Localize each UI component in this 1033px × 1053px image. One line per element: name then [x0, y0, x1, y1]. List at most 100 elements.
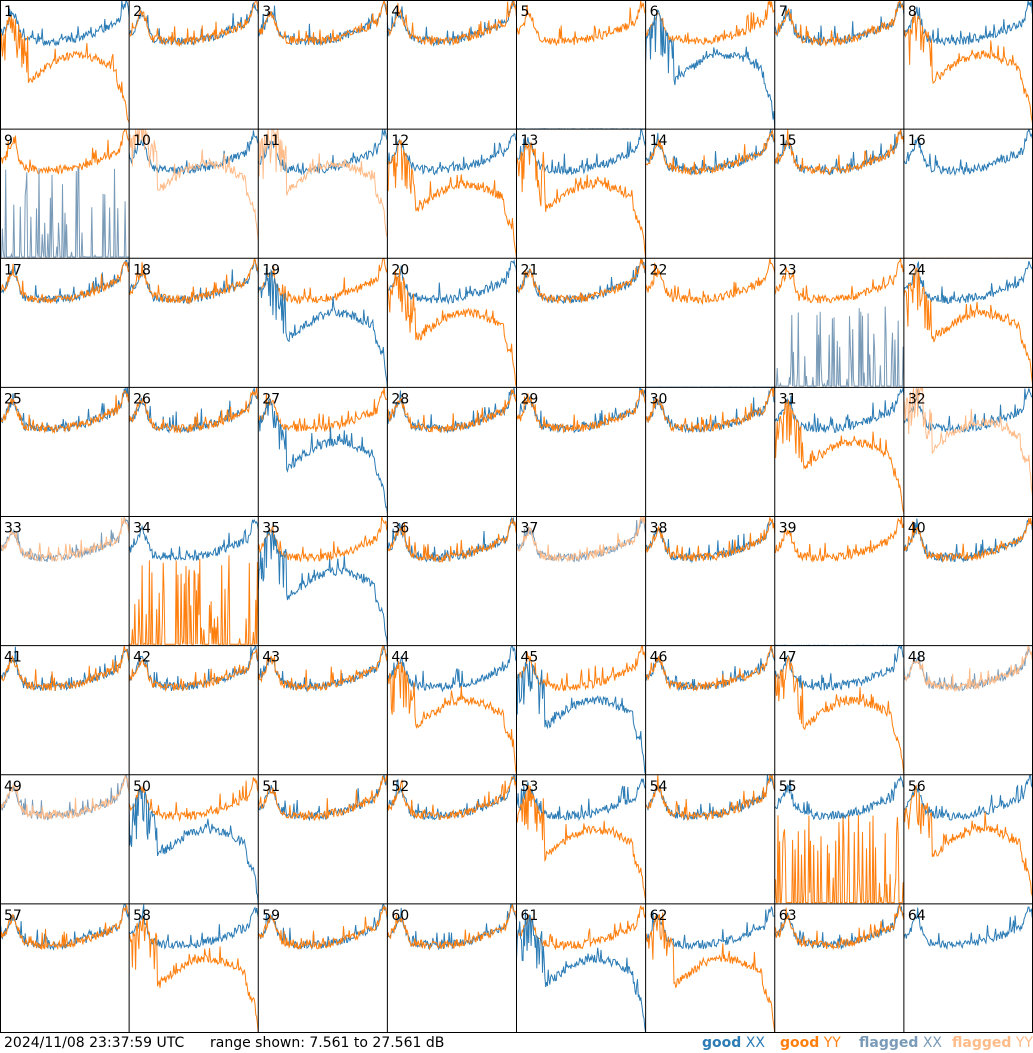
panel-4-label: 4: [391, 4, 400, 20]
panel-3-yy-line: [258, 0, 388, 46]
panel-31-yy-line: [774, 397, 904, 514]
panel-20-xx-line: [387, 259, 517, 305]
panel-42-yy-line: [129, 648, 259, 692]
panel-10: [129, 129, 259, 242]
legend-good-xx: good XX: [702, 1035, 765, 1051]
panel-51: [258, 774, 388, 822]
panel-36: [387, 516, 517, 563]
panel-5-yy-line: [516, 0, 646, 47]
panel-38-yy-line: [645, 517, 775, 562]
panel-31-label: 31: [779, 391, 797, 407]
panel-28-label: 28: [391, 391, 409, 407]
panel-28-yy-line: [387, 388, 517, 434]
panel-21-label: 21: [521, 262, 539, 278]
panel-2-label: 2: [133, 4, 142, 20]
panel-15-label: 15: [779, 133, 797, 149]
panel-27: [258, 387, 388, 514]
legend-good-yy-word: good: [780, 1035, 820, 1051]
panel-52-label: 52: [391, 779, 409, 795]
panel-54: [645, 774, 775, 822]
panel-55-xx-line: [774, 774, 904, 821]
panel-29-label: 29: [521, 391, 539, 407]
panel-24-yy-line: [903, 267, 1033, 388]
panel-25-label: 25: [4, 391, 22, 407]
panel-63-yy-line: [774, 903, 904, 951]
panel-9-xx-line: [0, 167, 130, 258]
panel-59-yy-line: [258, 904, 388, 950]
panel-50: [129, 777, 259, 904]
panel-12: [387, 132, 517, 259]
panel-21: [516, 258, 646, 305]
legend-flagged-xx: flagged XX: [859, 1035, 942, 1051]
panel-32-label: 32: [908, 391, 926, 407]
panel-49-label: 49: [4, 779, 22, 795]
panel-63-label: 63: [779, 908, 797, 924]
panel-37-label: 37: [521, 521, 539, 537]
panel-36-label: 36: [391, 521, 409, 537]
panel-9-yy-line: [0, 129, 130, 175]
panel-9-label: 9: [4, 133, 13, 149]
panel-19-yy-line: [258, 258, 388, 305]
panel-53-yy-line: [516, 784, 646, 901]
panel-50-label: 50: [133, 779, 151, 795]
panel-48-yy-line: [903, 645, 1033, 693]
range-label: range shown: 7.561 to 27.561 dB: [210, 1035, 445, 1051]
panel-4-yy-line: [387, 0, 517, 46]
panel-45: [516, 645, 646, 775]
panel-5-label: 5: [521, 4, 530, 20]
panel-30-yy-line: [645, 387, 775, 433]
panel-18-label: 18: [133, 262, 151, 278]
panel-46-yy-line: [645, 645, 775, 692]
panel-56: [903, 774, 1033, 903]
panel-11-xx-line: [258, 129, 388, 176]
panel-55-label: 55: [779, 779, 797, 795]
panel-41-label: 41: [4, 650, 22, 666]
panel-1-yy-line: [0, 15, 130, 123]
panel-7: [774, 0, 904, 47]
panel-35-label: 35: [262, 521, 280, 537]
panel-61: [516, 905, 646, 1033]
panel-58-yy-line: [129, 917, 259, 1033]
panel-25-yy-line: [0, 389, 130, 435]
panel-23-label: 23: [779, 262, 797, 278]
panel-2-xx-line: [129, 1, 259, 46]
legend-flagged-yy-pol: YY: [1015, 1035, 1033, 1051]
panel-47-label: 47: [779, 650, 797, 666]
panel-17-yy-line: [0, 260, 130, 305]
panel-54-yy-line: [645, 774, 775, 822]
panel-15: [774, 129, 904, 176]
panel-10-yy-line: [129, 129, 259, 242]
panel-7-label: 7: [779, 4, 788, 20]
panel-5: [516, 0, 646, 130]
panel-34-label: 34: [133, 521, 151, 537]
panel-1: [0, 0, 130, 123]
panel-13-label: 13: [521, 133, 539, 149]
panel-12-yy-line: [387, 139, 517, 259]
panel-64-label: 64: [908, 908, 926, 924]
panel-62-yy-line: [645, 912, 775, 1033]
panel-14-label: 14: [650, 133, 668, 149]
panel-43-label: 43: [262, 650, 280, 666]
panel-47-yy-line: [774, 654, 904, 775]
panel-34-yy-line: [129, 555, 259, 646]
panel-53-label: 53: [521, 779, 539, 795]
panel-28: [387, 387, 517, 434]
panel-44-label: 44: [391, 650, 409, 666]
panel-27-label: 27: [262, 391, 280, 407]
panel-14: [645, 129, 775, 176]
panel-35: [258, 516, 388, 646]
panel-23-xx-line: [774, 306, 904, 388]
panel-13-yy-line: [516, 142, 646, 259]
panel-49: [0, 774, 130, 821]
panel-57-label: 57: [4, 908, 22, 924]
panel-62-xx-line: [645, 906, 775, 951]
panel-43-yy-line: [258, 645, 388, 692]
panel-34: [129, 518, 259, 646]
panel-38-label: 38: [650, 521, 668, 537]
legend-good-xx-pol: XX: [745, 1035, 765, 1051]
panel-22-yy-line: [645, 258, 775, 306]
panel-49-yy-line: [0, 775, 130, 820]
legend-good-xx-word: good: [702, 1035, 742, 1051]
panel-30-label: 30: [650, 391, 668, 407]
panel-43: [258, 645, 388, 693]
